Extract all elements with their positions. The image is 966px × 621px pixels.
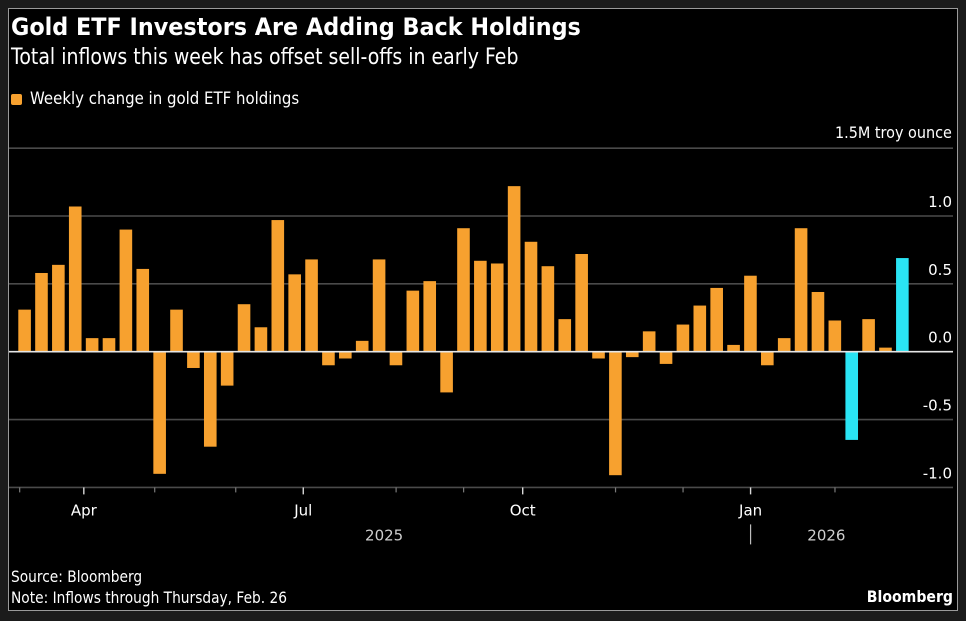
bar <box>254 327 268 352</box>
chart-subtitle: Total inflows this week has offset sell-… <box>11 45 519 70</box>
bar <box>305 259 318 352</box>
bar <box>102 338 116 352</box>
bar <box>170 309 183 352</box>
bar <box>811 291 825 352</box>
bar <box>355 340 369 352</box>
bar-highlight <box>896 258 909 352</box>
bar <box>642 331 656 352</box>
bar <box>18 309 31 352</box>
axes: 1.0 0.5 0.0 -0.5 -1.0 Apr Jul Oct Jan 2025 2026 <box>9 193 953 545</box>
legend: Weekly change in gold ETF holdings <box>11 89 336 109</box>
y-tick-label: -1.0 <box>923 464 952 482</box>
bar <box>136 268 150 352</box>
source-note: Source: Bloomberg <box>11 567 143 586</box>
bar <box>777 338 791 352</box>
bar <box>727 344 740 352</box>
bar <box>490 263 504 352</box>
bar <box>85 338 99 352</box>
bars <box>18 186 909 476</box>
y-tick-label: -0.5 <box>923 397 952 415</box>
bar <box>440 351 453 393</box>
bar <box>203 351 217 447</box>
x-tick-label: Apr <box>71 501 98 519</box>
bar <box>372 259 386 352</box>
y-tick-label: 0.0 <box>928 329 952 347</box>
legend-swatch-icon <box>11 93 22 105</box>
bar <box>406 290 420 352</box>
bar <box>423 281 437 352</box>
bar <box>457 228 470 352</box>
bar <box>744 275 757 352</box>
bar <box>524 241 538 352</box>
bar <box>676 324 690 352</box>
legend-label: Weekly change in gold ETF holdings <box>30 89 300 109</box>
bar <box>220 351 234 386</box>
bar <box>474 260 487 352</box>
x-year-label: 2026 <box>807 526 845 544</box>
bar <box>153 351 166 474</box>
bar <box>119 229 133 352</box>
bar <box>187 351 200 368</box>
bar <box>693 305 707 352</box>
chart-title: Gold ETF Investors Are Adding Back Holdi… <box>11 13 581 41</box>
bar <box>288 274 301 352</box>
bar <box>761 351 774 366</box>
bar <box>609 351 622 476</box>
bar <box>592 351 605 359</box>
bar <box>558 319 572 352</box>
footnote: Note: Inflows through Thursday, Feb. 26 <box>11 588 288 607</box>
y-axis-unit-label: 1.5M troy ounce <box>835 123 952 142</box>
bar <box>625 351 639 358</box>
bar <box>389 351 403 366</box>
bar <box>541 266 555 352</box>
bar <box>879 347 892 352</box>
bloomberg-logo: Bloomberg <box>866 587 953 606</box>
bar-highlight <box>845 351 859 440</box>
bar <box>35 272 48 352</box>
bar <box>271 220 285 352</box>
y-tick-label: 1.0 <box>928 193 952 211</box>
x-tick-label: Jan <box>738 501 762 519</box>
bar <box>828 320 842 352</box>
x-tick-label: Oct <box>510 501 536 519</box>
bar <box>68 206 82 352</box>
bar <box>52 264 65 352</box>
x-tick-label: Jul <box>293 501 312 519</box>
bar <box>507 186 521 352</box>
x-year-label: 2025 <box>365 526 403 544</box>
bar <box>575 253 588 352</box>
bar <box>862 319 875 352</box>
y-tick-label: 0.5 <box>928 261 952 279</box>
bar <box>794 228 808 352</box>
bar <box>322 351 335 366</box>
bar <box>710 287 723 352</box>
bar <box>659 351 673 364</box>
bar <box>237 304 251 352</box>
bar <box>339 351 352 359</box>
